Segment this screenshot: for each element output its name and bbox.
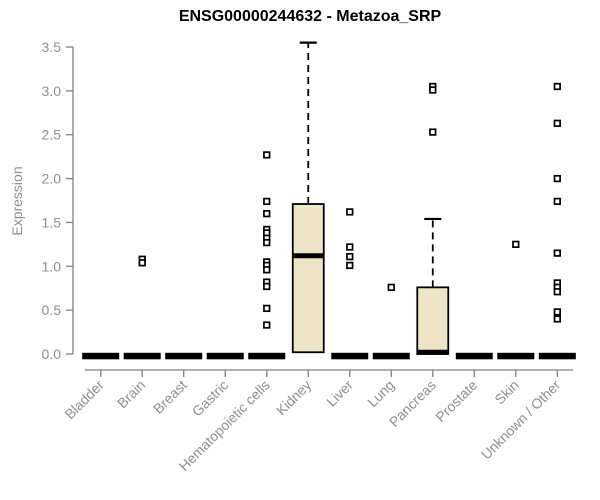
- x-tick-label-brain: Brain: [114, 377, 148, 411]
- outlier-point-unknown-other: [553, 249, 561, 257]
- y-tick-label: 0.5: [42, 302, 62, 318]
- outlier-point-hematopoietic-cells: [263, 210, 271, 218]
- outlier-point-pancreas: [429, 128, 437, 136]
- box-pancreas: [416, 286, 450, 355]
- x-tick-label-prostate: Prostate: [432, 377, 480, 425]
- outlier-point-hematopoietic-cells: [263, 304, 271, 313]
- outlier-point-liver: [346, 261, 354, 270]
- outlier-point-unknown-other: [553, 174, 561, 183]
- y-tick-label: 1.0: [42, 258, 62, 274]
- flat-box-liver: [331, 352, 369, 360]
- x-tick-label-bladder: Bladder: [61, 377, 107, 423]
- chart-title: ENSG00000244632 - Metazoa_SRP: [178, 8, 442, 25]
- flat-box-hematopoietic-cells: [248, 352, 286, 360]
- y-tick-label: 0.0: [42, 346, 62, 362]
- outlier-point-hematopoietic-cells: [263, 151, 271, 159]
- outlier-point-unknown-other: [553, 308, 561, 316]
- outlier-point-liver: [346, 243, 354, 251]
- outlier-point-liver: [346, 208, 354, 216]
- flat-box-breast: [165, 352, 203, 360]
- box-kidney: [291, 203, 325, 354]
- outlier-point-unknown-other: [553, 119, 561, 127]
- flat-box-bladder: [82, 352, 120, 360]
- y-tick-label: 3.5: [42, 39, 62, 55]
- flat-box-prostate: [455, 352, 493, 360]
- flat-box-unknown-other: [538, 352, 576, 360]
- outlier-point-skin: [512, 240, 520, 249]
- flat-box-gastric: [206, 352, 244, 360]
- x-tick-label-lung: Lung: [364, 377, 397, 410]
- outlier-point-hematopoietic-cells: [263, 197, 271, 206]
- outlier-point-hematopoietic-cells: [263, 266, 271, 274]
- outlier-point-unknown-other: [553, 82, 561, 91]
- x-tick-label-kidney: Kidney: [273, 377, 315, 419]
- outlier-point-hematopoietic-cells: [263, 321, 271, 329]
- outlier-point-brain: [138, 259, 146, 267]
- outlier-point-lung: [387, 283, 395, 291]
- outlier-point-liver: [346, 252, 354, 261]
- x-tick-label-liver: Liver: [323, 377, 356, 410]
- y-tick-label: 2.5: [42, 127, 62, 143]
- y-tick-label: 2.0: [42, 171, 62, 187]
- flat-box-skin: [497, 352, 535, 360]
- outlier-point-unknown-other: [553, 315, 561, 323]
- x-tick-label-unknown-other: Unknown / Other: [478, 377, 564, 463]
- flat-box-lung: [372, 352, 410, 360]
- x-tick-label-skin: Skin: [491, 377, 522, 408]
- outlier-point-hematopoietic-cells: [263, 282, 271, 291]
- outlier-point-unknown-other: [553, 288, 561, 296]
- y-tick-label: 3.0: [42, 83, 62, 99]
- outlier-point-hematopoietic-cells: [263, 238, 271, 247]
- y-tick-label: 1.5: [42, 214, 62, 230]
- outlier-point-unknown-other: [553, 197, 561, 206]
- outlier-point-pancreas: [429, 86, 437, 94]
- x-tick-label-breast: Breast: [150, 377, 190, 417]
- flat-box-brain: [123, 352, 161, 360]
